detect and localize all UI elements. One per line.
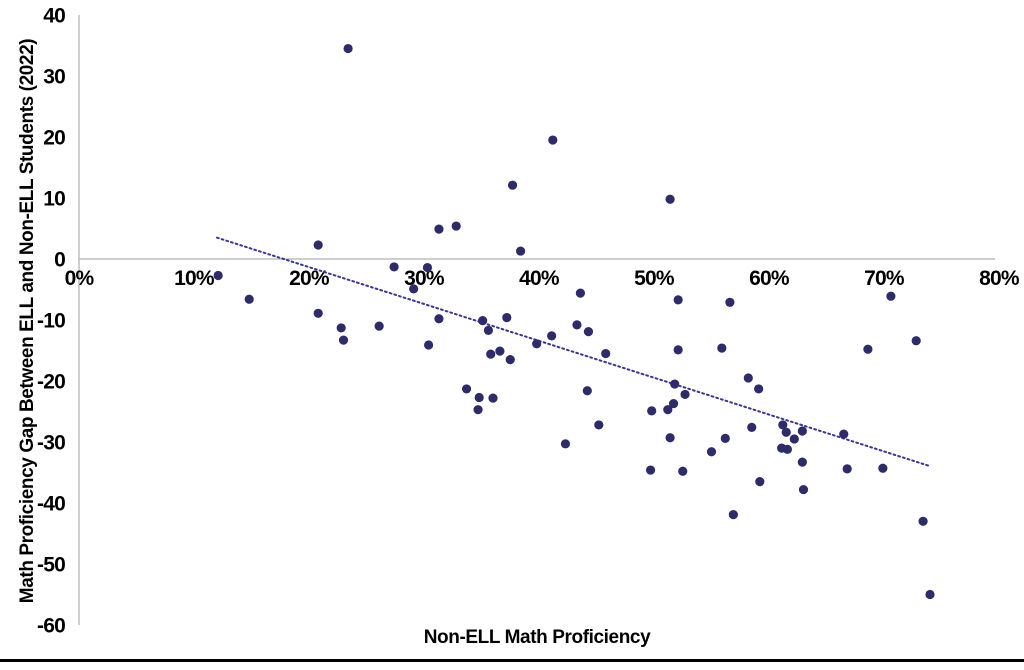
- data-point: [886, 291, 896, 301]
- y-tick-label: -10: [37, 310, 65, 333]
- data-point: [424, 340, 434, 350]
- data-point: [665, 194, 675, 204]
- data-point: [486, 349, 496, 359]
- data-point: [743, 373, 753, 383]
- data-point: [483, 325, 493, 335]
- data-point: [575, 288, 586, 298]
- data-point: [409, 284, 419, 294]
- data-point: [343, 43, 353, 54]
- x-tick-label: 80%: [979, 267, 1020, 290]
- data-point: [374, 321, 384, 331]
- data-point: [313, 240, 323, 250]
- y-tick-label: 30: [43, 66, 65, 89]
- data-point: [313, 308, 323, 318]
- data-point: [918, 516, 928, 526]
- data-point: [488, 393, 498, 403]
- data-point: [507, 180, 518, 190]
- data-point: [532, 339, 542, 349]
- data-point: [925, 589, 935, 600]
- y-tick-label: -40: [37, 493, 65, 516]
- data-point: [747, 422, 757, 432]
- data-point: [422, 262, 433, 273]
- x-axis-title: Non-ELL Math Proficiency: [423, 627, 651, 648]
- data-point: [583, 326, 594, 337]
- data-point: [594, 420, 604, 430]
- data-point: [473, 405, 483, 415]
- data-point: [560, 439, 571, 449]
- y-tick-label: -50: [37, 554, 65, 577]
- data-point: [336, 323, 346, 333]
- data-point: [781, 427, 791, 437]
- x-tick-label: 60%: [749, 267, 790, 290]
- data-point: [547, 331, 557, 341]
- x-tick-label: 20%: [289, 267, 330, 290]
- data-point: [505, 355, 515, 365]
- data-point: [668, 398, 679, 409]
- data-point: [338, 335, 349, 345]
- data-point: [878, 463, 888, 473]
- y-tick-label: 40: [43, 5, 65, 28]
- data-point: [647, 406, 657, 416]
- data-point: [797, 426, 807, 436]
- x-tick-label: 0%: [65, 267, 95, 290]
- data-point: [434, 224, 444, 234]
- data-point: [495, 346, 505, 356]
- data-point: [680, 389, 690, 400]
- data-point: [678, 466, 688, 476]
- data-point: [720, 433, 730, 443]
- data-point: [789, 434, 799, 444]
- data-point: [717, 343, 727, 353]
- y-tick-label: 10: [43, 188, 65, 211]
- data-point: [673, 345, 683, 355]
- data-point: [244, 294, 254, 304]
- x-tick-label: 50%: [634, 267, 675, 290]
- data-point: [645, 465, 656, 475]
- data-point: [863, 344, 873, 354]
- data-point: [798, 484, 809, 495]
- y-tick-label: -20: [37, 371, 65, 394]
- x-tick-label: 40%: [519, 267, 560, 290]
- data-point: [502, 312, 512, 323]
- data-point: [474, 392, 484, 403]
- data-point: [797, 457, 807, 467]
- x-tick-label: 10%: [174, 267, 215, 290]
- x-tick-label: 70%: [864, 267, 905, 290]
- data-point: [478, 316, 488, 326]
- y-tick-label: 20: [43, 127, 65, 150]
- data-point: [842, 464, 852, 474]
- data-point: [572, 320, 582, 330]
- data-point: [728, 509, 738, 520]
- data-point: [706, 447, 717, 457]
- trend-line: [216, 236, 930, 467]
- data-point: [911, 336, 921, 346]
- data-point: [754, 384, 764, 394]
- y-tick-label: 0: [54, 249, 65, 272]
- data-point: [213, 270, 223, 281]
- data-point: [673, 295, 683, 305]
- y-axis-title: Math Proficiency Gap Between ELL and Non…: [17, 38, 38, 604]
- data-point: [601, 348, 611, 359]
- data-point: [548, 135, 558, 145]
- data-point: [582, 386, 592, 396]
- data-point: [778, 420, 788, 430]
- data-point: [665, 433, 675, 443]
- data-point: [782, 444, 793, 454]
- data-point: [755, 477, 765, 487]
- data-point: [389, 262, 399, 272]
- data-point: [434, 314, 444, 324]
- data-point: [670, 379, 680, 389]
- data-point: [839, 429, 849, 439]
- data-point: [725, 297, 735, 307]
- data-point: [663, 405, 673, 415]
- data-point: [461, 384, 472, 394]
- data-point: [516, 246, 526, 256]
- data-point: [451, 221, 461, 231]
- y-tick-label: -30: [37, 432, 65, 455]
- y-tick-label: -60: [37, 615, 65, 638]
- x-tick-label: 30%: [404, 267, 445, 290]
